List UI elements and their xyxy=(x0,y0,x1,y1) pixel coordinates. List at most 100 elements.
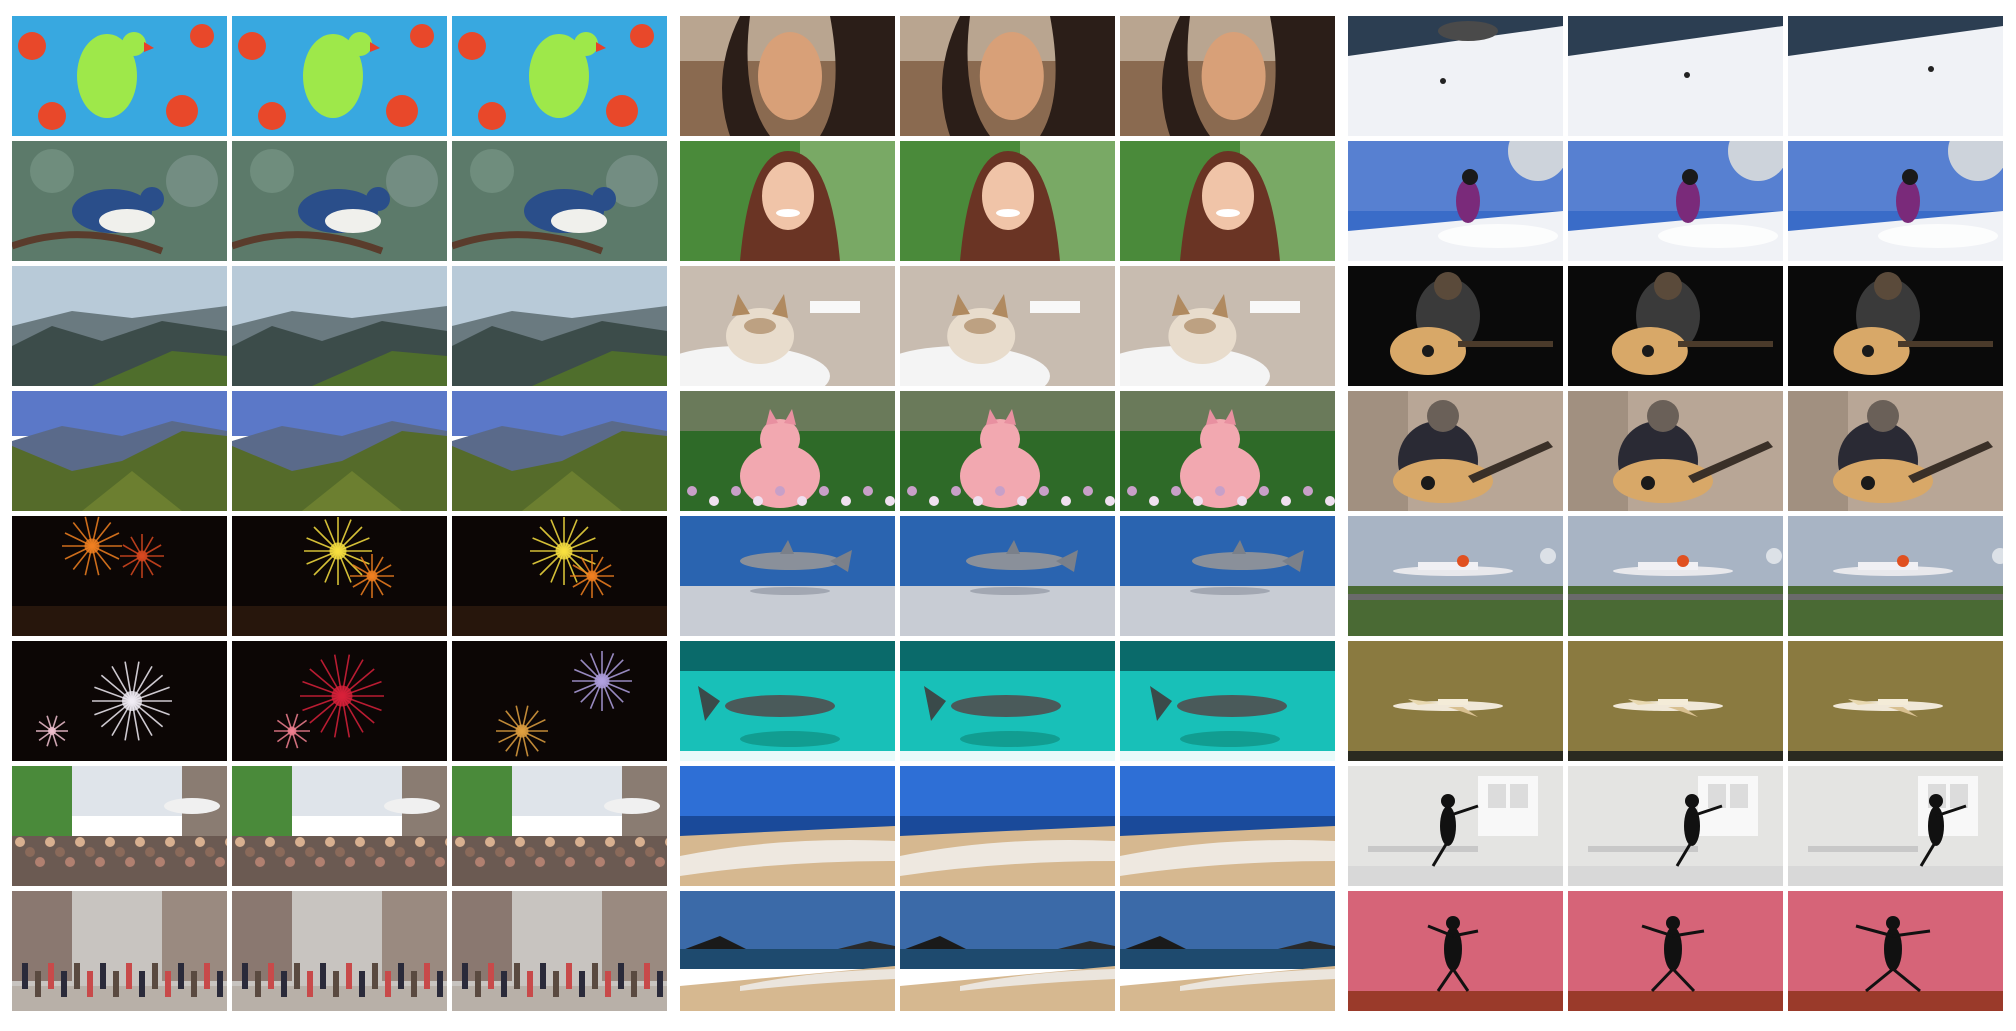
frame-image xyxy=(12,891,227,1011)
frame-image xyxy=(1348,141,1563,261)
frame-image xyxy=(900,641,1115,761)
video-frame-g1-r3-f1 xyxy=(12,266,227,386)
video-frame-g3-r2-f3 xyxy=(1788,141,2003,261)
frame-image xyxy=(12,766,227,886)
video-frame-g3-r1-f1 xyxy=(1348,16,1563,136)
video-frame-g1-r5-f1 xyxy=(12,516,227,636)
video-frame-g1-r7-f2 xyxy=(232,766,447,886)
video-frame-g3-r2-f1 xyxy=(1348,141,1563,261)
frame-image xyxy=(680,391,895,511)
video-frame-g1-r4-f3 xyxy=(452,391,667,511)
video-frame-g1-r7-f3 xyxy=(452,766,667,886)
video-frame-g2-r7-f3 xyxy=(1120,766,1335,886)
video-frame-g2-r6-f3 xyxy=(1120,641,1335,761)
frame-image xyxy=(12,516,227,636)
video-frame-g3-r3-f3 xyxy=(1788,266,2003,386)
frame-image xyxy=(900,141,1115,261)
frame-image xyxy=(680,641,895,761)
frame-image xyxy=(1348,266,1563,386)
frame-image xyxy=(1568,766,1783,886)
video-frame-g2-r4-f3 xyxy=(1120,391,1335,511)
frame-image xyxy=(680,16,895,136)
frame-image xyxy=(1348,891,1563,1011)
video-frame-g1-r2-f2 xyxy=(232,141,447,261)
frame-image xyxy=(1788,16,2003,136)
frame-image xyxy=(12,16,227,136)
frame-image xyxy=(1348,516,1563,636)
frame-image xyxy=(680,766,895,886)
frame-image xyxy=(1788,141,2003,261)
frame-image xyxy=(1568,516,1783,636)
video-frame-g1-r4-f2 xyxy=(232,391,447,511)
video-frame-g1-r6-f3 xyxy=(452,641,667,761)
video-frame-g2-r7-f2 xyxy=(900,766,1115,886)
video-frame-g2-r2-f1 xyxy=(680,141,895,261)
video-frame-g1-r6-f2 xyxy=(232,641,447,761)
frame-image xyxy=(680,266,895,386)
video-frame-g1-r3-f3 xyxy=(452,266,667,386)
video-frame-g2-r1-f2 xyxy=(900,16,1115,136)
frame-image xyxy=(900,391,1115,511)
frame-image xyxy=(1788,641,2003,761)
frame-image xyxy=(1788,266,2003,386)
video-frame-g3-r1-f2 xyxy=(1568,16,1783,136)
frame-image xyxy=(1348,766,1563,886)
frame-image xyxy=(452,141,667,261)
frame-image xyxy=(12,141,227,261)
video-frame-g2-r6-f2 xyxy=(900,641,1115,761)
frame-image xyxy=(452,266,667,386)
video-frame-g3-r3-f1 xyxy=(1348,266,1563,386)
video-frame-g2-r7-f1 xyxy=(680,766,895,886)
frame-image xyxy=(1120,141,1335,261)
video-frame-g1-r5-f2 xyxy=(232,516,447,636)
video-frame-g3-r6-f3 xyxy=(1788,641,2003,761)
frame-image xyxy=(452,16,667,136)
video-frame-g3-r5-f3 xyxy=(1788,516,2003,636)
frame-image xyxy=(232,391,447,511)
frame-image xyxy=(1120,516,1335,636)
video-frame-g2-r2-f2 xyxy=(900,141,1115,261)
video-frame-g2-r5-f2 xyxy=(900,516,1115,636)
video-frame-g3-r4-f1 xyxy=(1348,391,1563,511)
video-frame-g3-r6-f2 xyxy=(1568,641,1783,761)
video-frame-g1-r1-f3 xyxy=(452,16,667,136)
video-frame-g1-r4-f1 xyxy=(12,391,227,511)
video-frame-g2-r5-f3 xyxy=(1120,516,1335,636)
frame-image xyxy=(1120,641,1335,761)
frame-image xyxy=(232,891,447,1011)
video-frame-g3-r4-f2 xyxy=(1568,391,1783,511)
frame-image xyxy=(1120,391,1335,511)
frame-image xyxy=(1788,766,2003,886)
video-frame-g1-r6-f1 xyxy=(12,641,227,761)
frame-image xyxy=(1788,516,2003,636)
video-frame-g2-r3-f3 xyxy=(1120,266,1335,386)
video-frame-g2-r1-f1 xyxy=(680,16,895,136)
frame-image xyxy=(900,16,1115,136)
video-frame-g2-r8-f3 xyxy=(1120,891,1335,1011)
frame-image xyxy=(12,391,227,511)
frame-image xyxy=(1120,16,1335,136)
video-frame-g3-r7-f1 xyxy=(1348,766,1563,886)
video-frame-g3-r8-f1 xyxy=(1348,891,1563,1011)
video-frame-g1-r1-f1 xyxy=(12,16,227,136)
frame-image xyxy=(1788,391,2003,511)
video-frame-g1-r1-f2 xyxy=(232,16,447,136)
video-frame-g1-r8-f1 xyxy=(12,891,227,1011)
frame-image xyxy=(12,266,227,386)
video-frame-g2-r3-f1 xyxy=(680,266,895,386)
frame-image xyxy=(232,16,447,136)
video-frame-g1-r8-f3 xyxy=(452,891,667,1011)
video-frame-g1-r7-f1 xyxy=(12,766,227,886)
frame-image xyxy=(1348,391,1563,511)
frame-image xyxy=(1568,16,1783,136)
video-frame-g3-r8-f2 xyxy=(1568,891,1783,1011)
frame-image xyxy=(232,141,447,261)
frame-image xyxy=(900,766,1115,886)
frame-image xyxy=(1568,641,1783,761)
video-frame-g3-r2-f2 xyxy=(1568,141,1783,261)
frame-image xyxy=(452,516,667,636)
frame-image xyxy=(452,766,667,886)
frame-image xyxy=(232,266,447,386)
video-frame-g2-r2-f3 xyxy=(1120,141,1335,261)
